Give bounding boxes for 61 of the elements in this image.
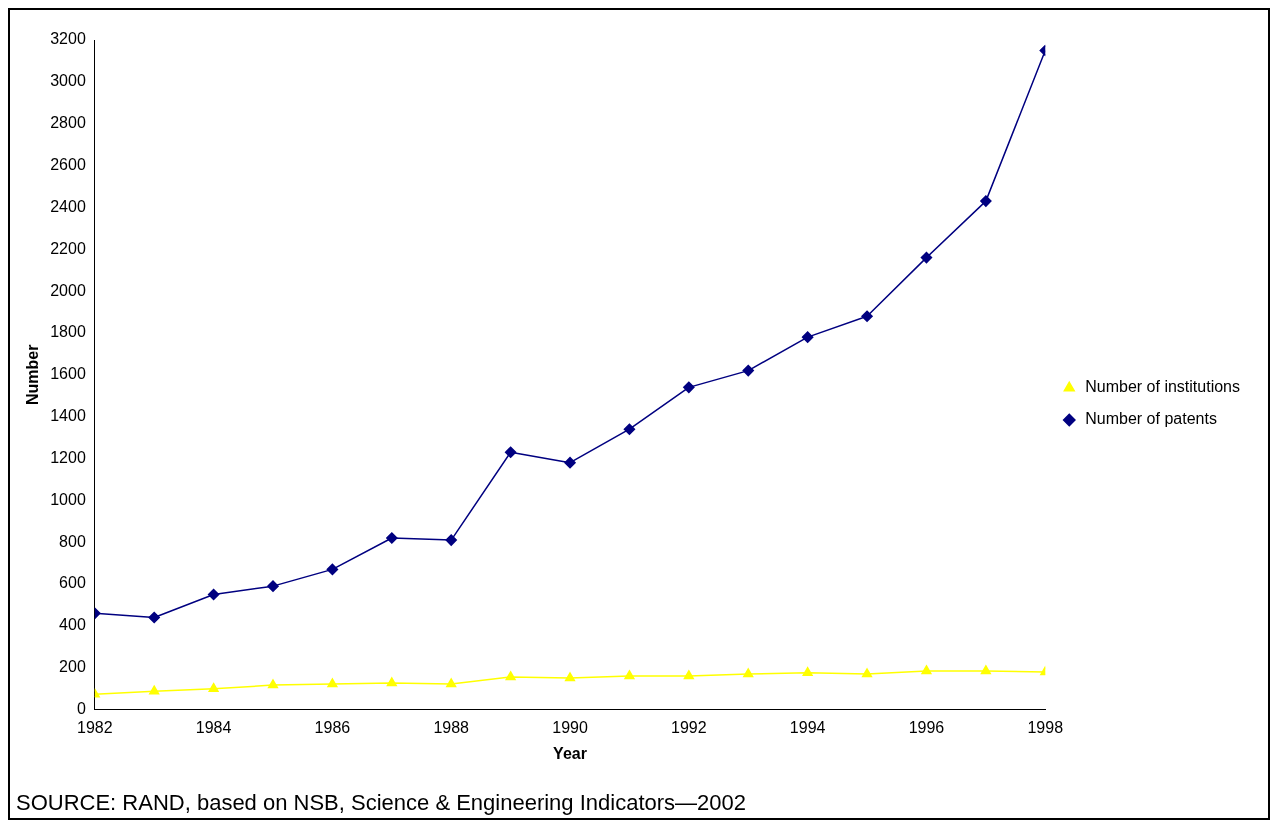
point [861, 668, 873, 678]
point [267, 679, 279, 689]
y-tick-label: 2400 [50, 197, 86, 215]
point [149, 685, 160, 695]
point [980, 195, 992, 207]
point [446, 678, 457, 688]
point [504, 446, 517, 458]
x-tick-label: 1986 [314, 718, 351, 736]
y-tick-label: 2200 [50, 239, 86, 257]
point [208, 682, 219, 692]
point [683, 381, 695, 394]
y-tick-label: 200 [59, 658, 86, 676]
y-tick-label: 1800 [50, 323, 86, 341]
y-tick-label: 3200 [50, 30, 86, 48]
point [683, 670, 694, 680]
x-tick-label: 1992 [671, 718, 707, 736]
y-tick-label: 3000 [50, 72, 86, 90]
point [623, 423, 636, 435]
y-tick-label: 0 [76, 700, 86, 718]
x-tick-label: 1984 [195, 718, 232, 736]
point [326, 563, 339, 576]
y-tick-label: 1400 [50, 407, 86, 425]
y-tick-label: 800 [59, 532, 86, 550]
point [505, 671, 516, 681]
y-tick-label: 2000 [50, 281, 86, 299]
x-tick-label: 1994 [789, 718, 826, 736]
point [980, 665, 991, 675]
point [207, 588, 220, 601]
x-axis-title: Year [553, 744, 587, 762]
y-tick-label: 400 [59, 616, 86, 634]
point [445, 534, 457, 546]
point [148, 611, 160, 624]
point [742, 364, 754, 377]
point [801, 331, 814, 343]
point [743, 668, 754, 678]
y-tick-label: 1200 [50, 448, 86, 466]
y-tick-label: 2800 [50, 114, 86, 132]
point [386, 532, 398, 544]
x-tick-label: 1982 [77, 718, 113, 736]
point [564, 456, 576, 469]
point [921, 665, 932, 675]
y-axis-title: Number [24, 344, 42, 406]
x-tick-label: 1988 [433, 718, 470, 736]
y-tick-label: 1000 [50, 490, 86, 508]
point [802, 667, 813, 677]
source-note: SOURCE: RAND, based on NSB, Science & Engineering Indicators—2002 [16, 790, 747, 816]
x-tick-label: 1998 [1027, 718, 1064, 736]
point [920, 251, 933, 264]
point [624, 670, 635, 680]
point [564, 672, 576, 682]
y-tick-label: 600 [59, 574, 86, 592]
point [327, 678, 338, 688]
y-tick-label: 2600 [50, 155, 86, 173]
point [861, 310, 873, 322]
point [267, 580, 279, 592]
point [386, 677, 397, 687]
legend-label: Number of patents [1085, 410, 1217, 428]
y-tick-label: 1600 [50, 365, 86, 383]
x-tick-label: 1996 [908, 718, 945, 736]
legend-label: Number of institutions [1085, 378, 1240, 396]
x-tick-label: 1990 [552, 718, 588, 736]
